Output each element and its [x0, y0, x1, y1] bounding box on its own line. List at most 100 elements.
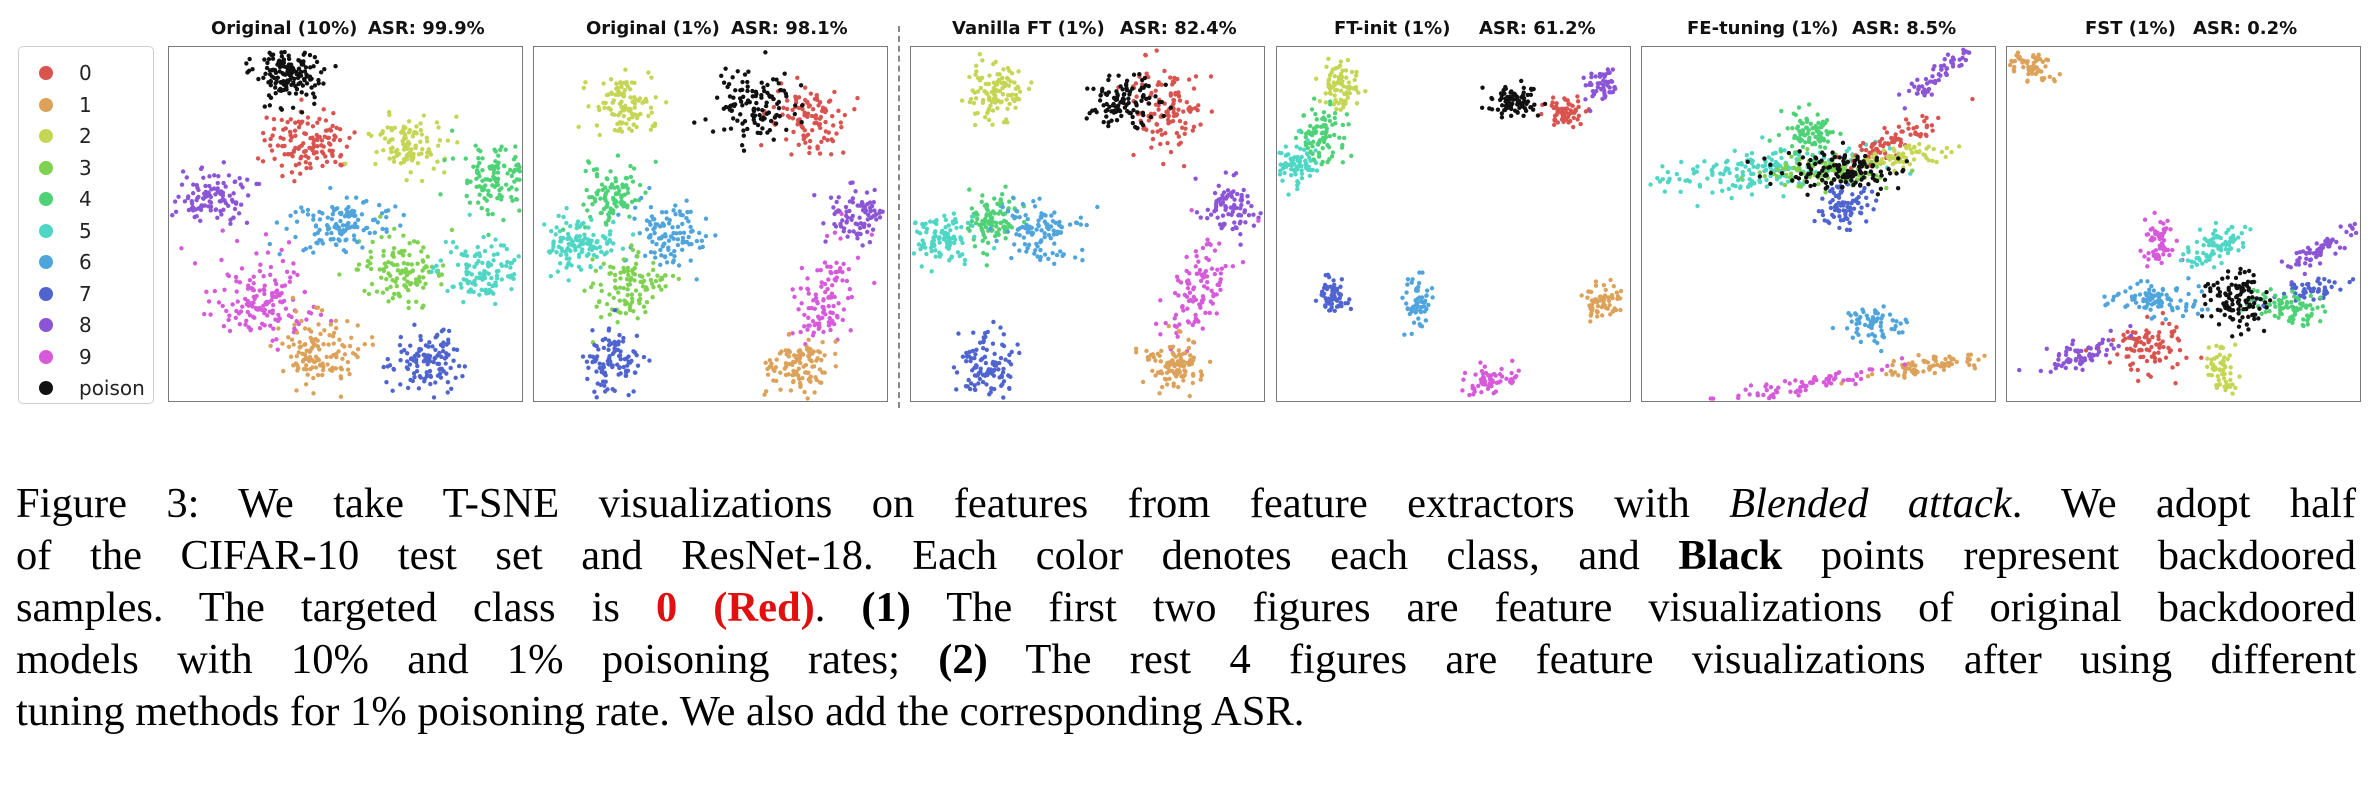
scatter-point: [401, 233, 406, 238]
scatter-point: [803, 362, 809, 368]
scatter-point: [509, 286, 514, 292]
scatter-point: [1038, 247, 1043, 253]
scatter-point: [341, 230, 346, 235]
scatter-point: [641, 99, 647, 104]
scatter-point: [427, 149, 432, 155]
scatter-point: [276, 312, 281, 318]
scatter-point: [833, 278, 838, 283]
scatter-point: [836, 301, 841, 306]
scatter-point: [776, 81, 781, 86]
scatter-point: [325, 215, 330, 220]
scatter-point: [272, 278, 278, 283]
scatter-point: [771, 104, 777, 110]
scatter-point: [330, 211, 336, 217]
scatter-point: [650, 239, 655, 244]
scatter-point: [1298, 146, 1303, 151]
scatter-point: [1026, 229, 1031, 235]
scatter-point: [1080, 258, 1085, 263]
scatter-point: [215, 186, 220, 191]
scatter-point: [807, 103, 813, 108]
scatter-point: [855, 255, 861, 260]
scatter-point: [1743, 164, 1748, 169]
scatter-point: [479, 287, 484, 293]
scatter-point: [992, 386, 997, 392]
scatter-point: [657, 284, 662, 289]
scatter-point: [1779, 108, 1784, 114]
scatter-point: [635, 316, 640, 321]
scatter-point: [572, 243, 577, 248]
scatter-point: [1135, 110, 1140, 115]
scatter-point: [418, 333, 423, 339]
scatter-point: [247, 56, 252, 62]
scatter-point: [1218, 271, 1224, 276]
scatter-point: [1764, 177, 1769, 183]
scatter-point: [1166, 121, 1171, 126]
scatter-point: [401, 147, 407, 152]
scatter-point: [1907, 143, 1912, 148]
scatter-point: [1123, 81, 1129, 87]
scatter-point: [658, 262, 663, 267]
cluster-class-poison: [244, 49, 338, 115]
scatter-point: [1782, 148, 1787, 153]
scatter-point: [987, 213, 993, 218]
scatter-point: [483, 183, 488, 188]
scatter-point: [1926, 158, 1931, 163]
scatter-point: [513, 144, 518, 149]
tsne-scatter: [1277, 56, 1624, 398]
scatter-point: [1560, 116, 1565, 121]
scatter-point: [274, 220, 280, 225]
scatter-point: [663, 273, 668, 278]
scatter-point: [826, 323, 832, 328]
scatter-point: [303, 363, 309, 368]
scatter-point: [190, 190, 196, 196]
scatter-point: [1155, 129, 1160, 134]
scatter-point: [590, 281, 596, 286]
scatter-point: [517, 208, 522, 213]
scatter-point: [1173, 92, 1178, 97]
scatter-point: [802, 324, 807, 329]
scatter-point: [649, 214, 655, 219]
scatter-point: [778, 87, 783, 93]
scatter-point: [1779, 181, 1784, 186]
scatter-point: [279, 117, 284, 123]
scatter-point: [677, 209, 682, 214]
scatter-point: [1187, 362, 1192, 367]
scatter-point: [305, 115, 311, 120]
scatter-point: [1416, 316, 1421, 321]
scatter-point: [394, 153, 400, 158]
scatter-point: [475, 244, 480, 250]
scatter-point: [1048, 224, 1054, 229]
scatter-point: [238, 309, 244, 314]
scatter-point: [853, 189, 858, 194]
scatter-point: [463, 156, 468, 161]
scatter-point: [1421, 303, 1427, 309]
scatter-point: [699, 238, 705, 243]
scatter-point: [648, 249, 654, 255]
scatter-point: [274, 79, 279, 84]
scatter-point: [630, 267, 635, 273]
scatter-point: [1001, 379, 1007, 384]
cluster-class-4: [1293, 96, 1354, 167]
scatter-point: [991, 319, 996, 325]
tsne-scatter: [911, 48, 1263, 400]
scatter-point: [946, 237, 952, 242]
scatter-point: [576, 254, 582, 260]
scatter-point: [345, 318, 350, 324]
scatter-point: [308, 245, 313, 250]
scatter-point: [1101, 119, 1106, 125]
scatter-point: [367, 230, 372, 236]
scatter-point: [498, 243, 504, 248]
scatter-point: [1687, 179, 1693, 184]
scatter-point: [1902, 106, 1907, 111]
scatter-point: [976, 76, 981, 81]
scatter-point: [954, 387, 959, 392]
scatter-point: [751, 108, 757, 114]
scatter-point: [409, 262, 415, 267]
scatter-point: [275, 347, 280, 352]
scatter-point: [646, 113, 651, 119]
scatter-point: [629, 128, 634, 134]
scatter-point: [554, 250, 559, 255]
scatter-point: [670, 225, 675, 230]
scatter-point: [342, 214, 348, 219]
scatter-point: [1208, 242, 1213, 248]
